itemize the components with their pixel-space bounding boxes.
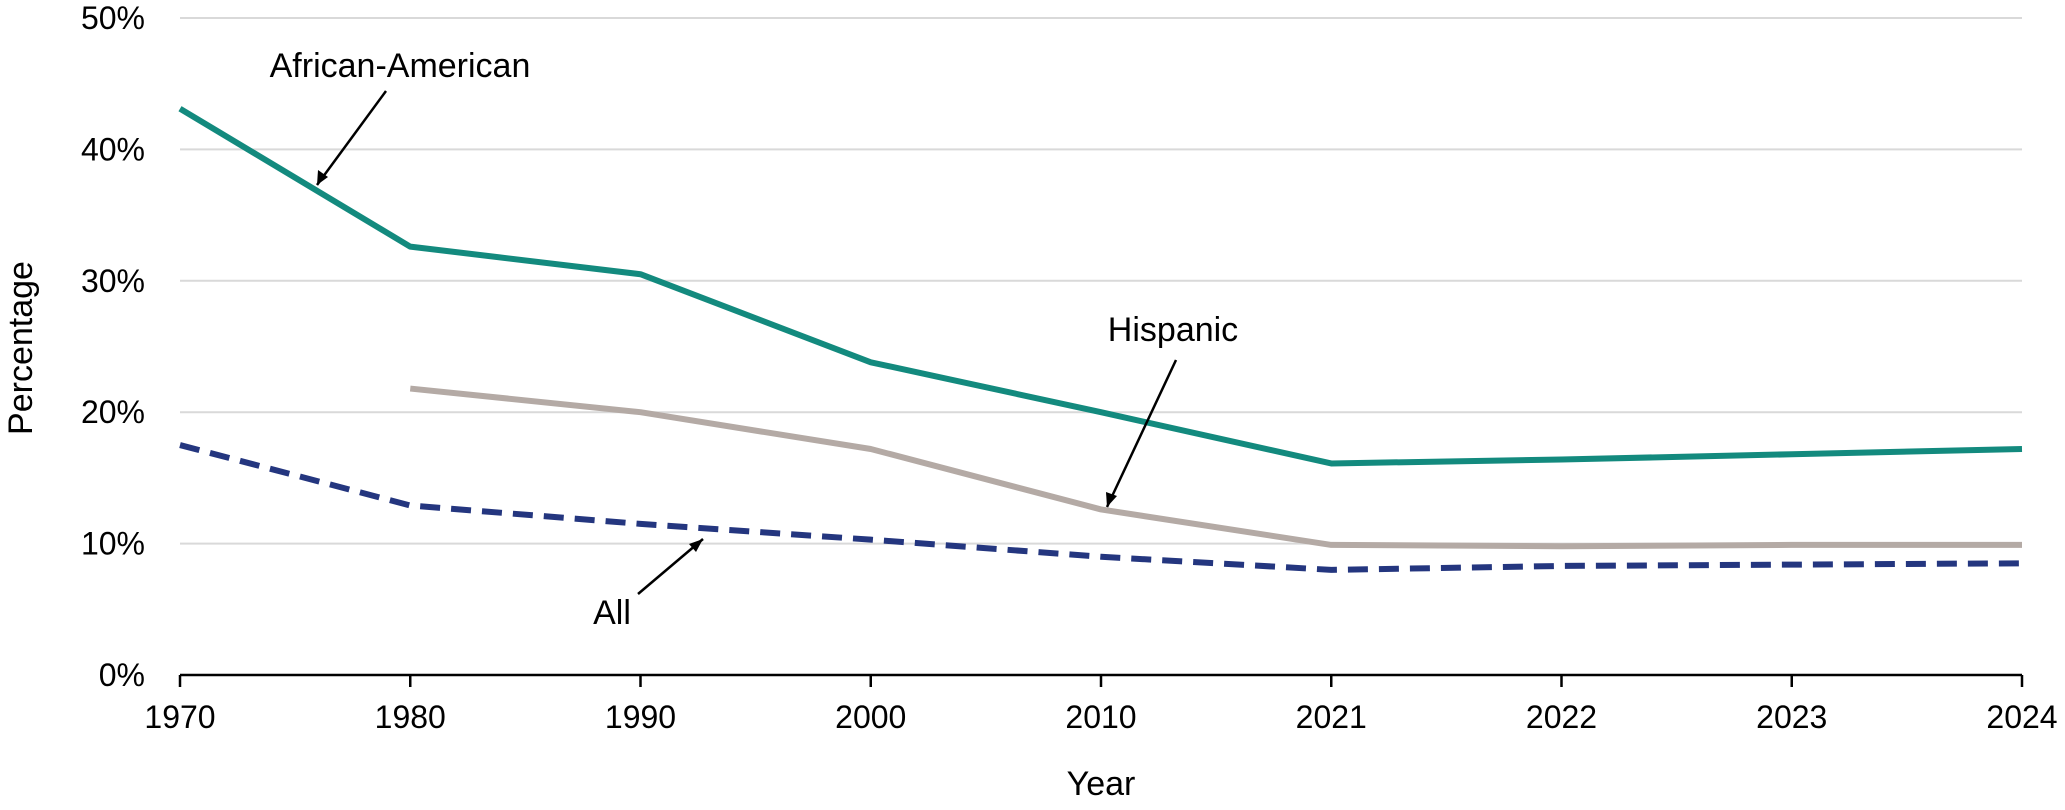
x-tick-label: 1990 xyxy=(605,699,676,735)
annotation-all: All xyxy=(593,594,631,632)
y-tick-labels: 0% 10% 20% 30% 40% 50% xyxy=(81,0,145,693)
x-axis-title: Year xyxy=(1067,765,1136,803)
annotation-hispanic: Hispanic xyxy=(1108,311,1238,349)
y-tick-label: 10% xyxy=(81,526,145,562)
gridlines xyxy=(180,17,2022,545)
series-lines xyxy=(178,106,2023,573)
arrow-african-american xyxy=(315,90,388,186)
y-tick-label: 50% xyxy=(81,0,145,36)
x-tick-label: 2023 xyxy=(1756,699,1827,735)
arrowhead-african-american xyxy=(317,170,328,185)
axes xyxy=(178,673,2024,687)
x-tick-label: 2010 xyxy=(1065,699,1136,735)
x-tick-label: 2022 xyxy=(1526,699,1597,735)
x-tick-label: 2000 xyxy=(835,699,906,735)
arrowhead-hispanic xyxy=(1106,492,1117,507)
x-tick-label: 2024 xyxy=(1986,699,2057,735)
series-line-all xyxy=(179,442,2023,573)
y-tick-label: 20% xyxy=(81,394,145,430)
x-tick-labels: 1970 1980 1990 2000 2010 2021 2022 2023 2024 xyxy=(144,699,2057,735)
x-tick-label: 1970 xyxy=(144,699,215,735)
arrow-all xyxy=(637,538,704,595)
series-line-african-american xyxy=(178,106,2023,467)
arrowhead-all xyxy=(689,539,703,552)
y-tick-label: 30% xyxy=(81,263,145,299)
y-tick-label: 0% xyxy=(99,657,145,693)
x-tick-label: 2021 xyxy=(1296,699,1367,735)
annotation-african-american: African-American xyxy=(270,47,531,85)
arrow-hispanic xyxy=(1105,359,1178,508)
x-tick-label: 1980 xyxy=(375,699,446,735)
y-tick-label: 40% xyxy=(81,131,145,167)
series-line-hispanic xyxy=(409,385,2022,550)
y-axis-title: Percentage xyxy=(2,261,40,435)
